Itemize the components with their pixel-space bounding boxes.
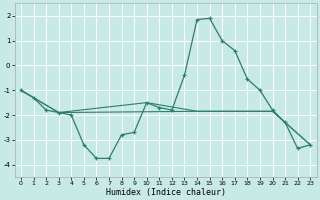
X-axis label: Humidex (Indice chaleur): Humidex (Indice chaleur) bbox=[106, 188, 226, 197]
